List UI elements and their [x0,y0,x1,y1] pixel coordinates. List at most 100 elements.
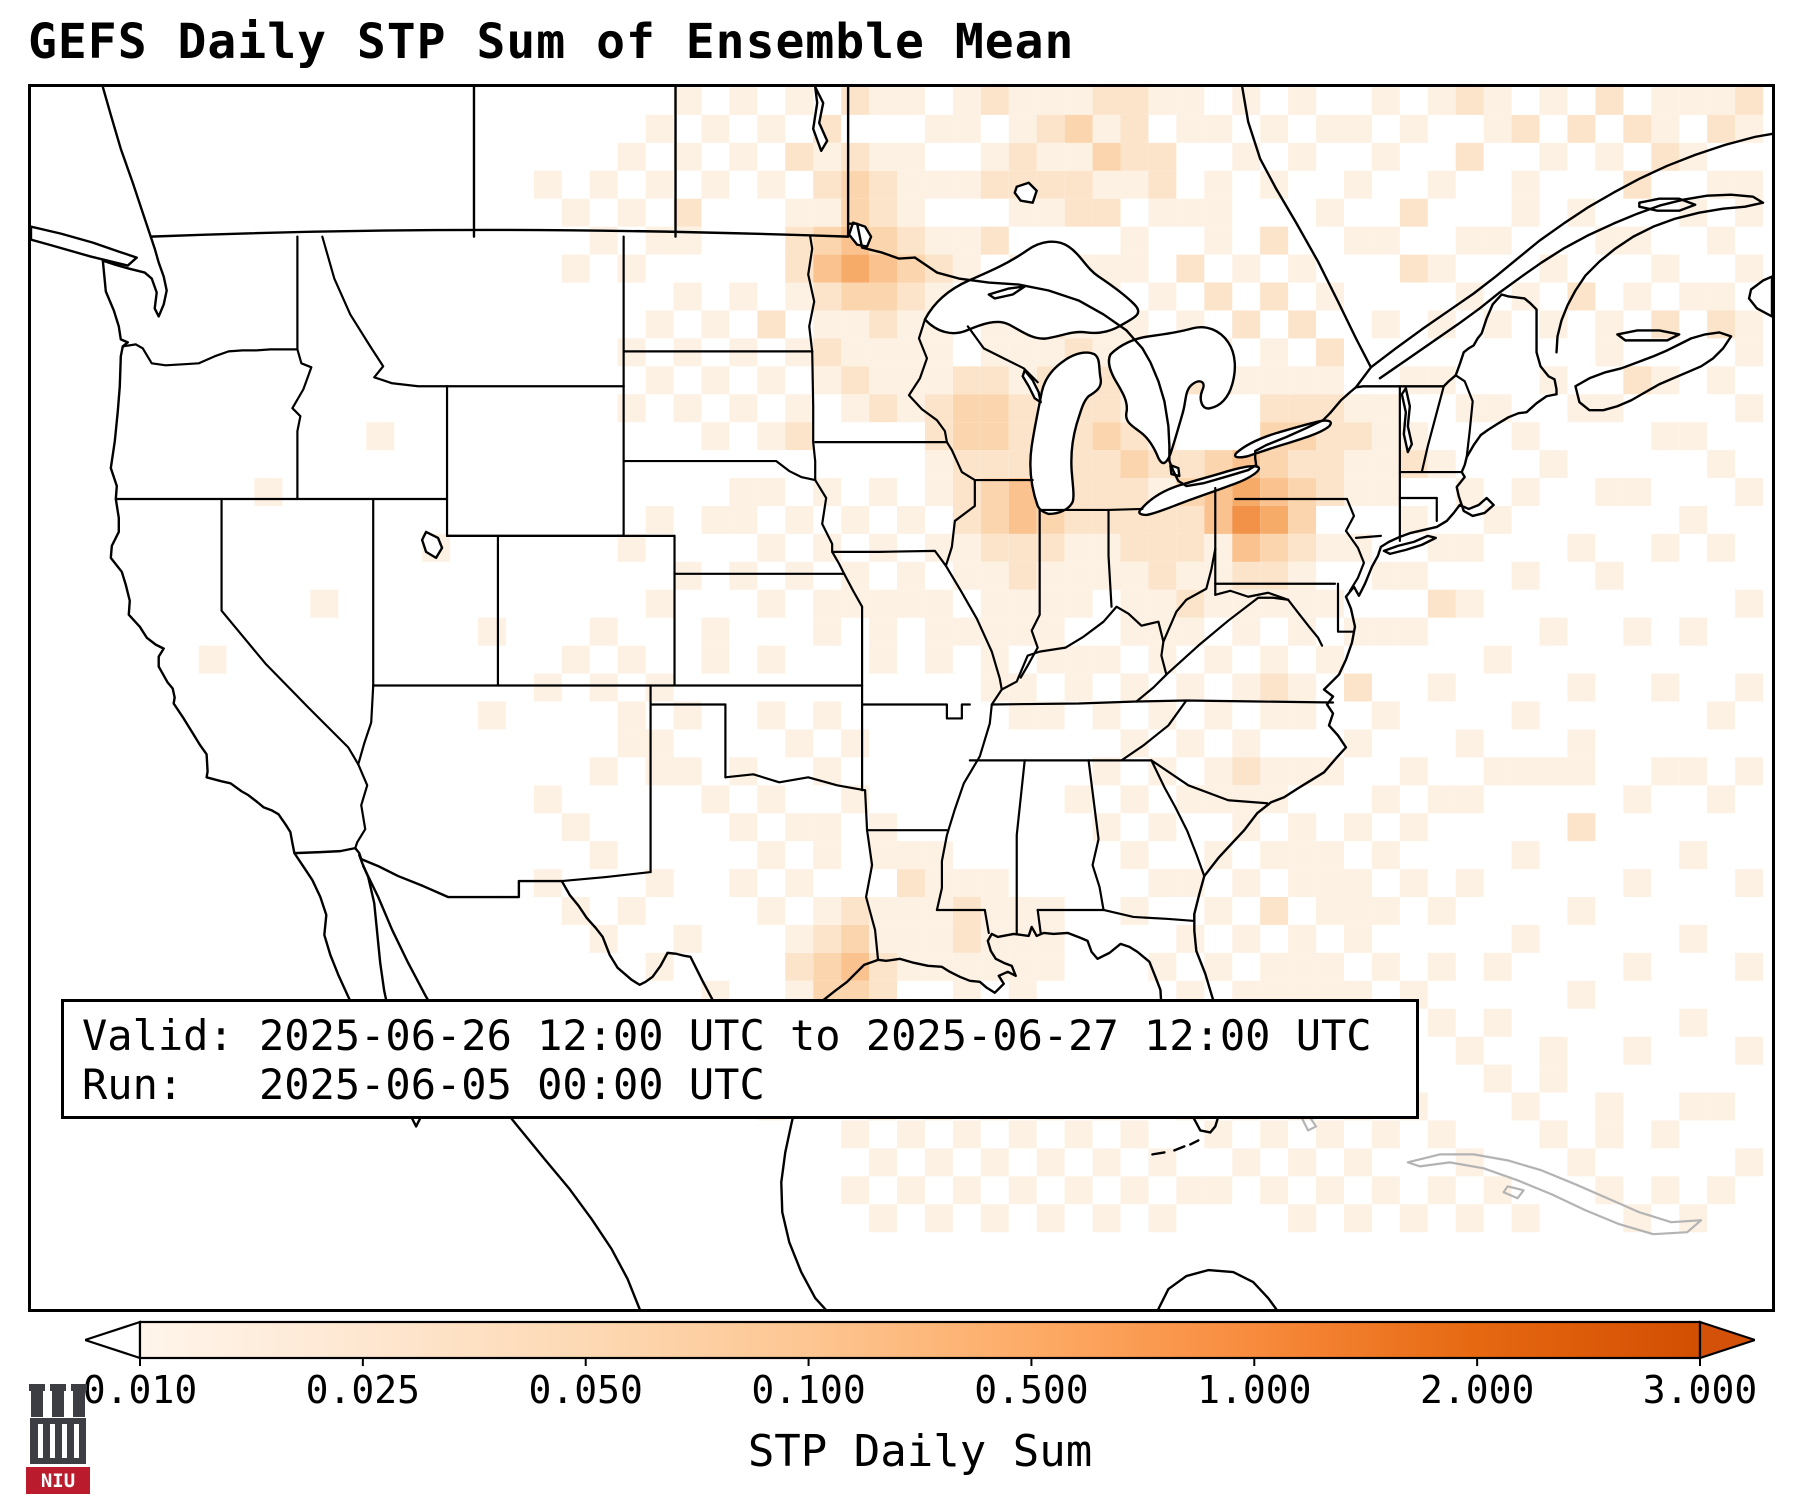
yucatan-coast [1157,1268,1278,1309]
validity-info-box: Valid: 2025-06-26 12:00 UTC to 2025-06-2… [61,999,1419,1119]
state-border-tx-ar [863,789,869,832]
state-border-va-wv [1165,596,1290,676]
colorbar-tick-label: 0.100 [751,1368,866,1412]
state-border-potomac-upper [1214,589,1290,601]
colorbar-body [138,1320,1702,1360]
lake-huron [1107,326,1237,465]
state-border-mn-nd-red-river [807,235,816,353]
state-border-ca-az-colorado-river [354,763,369,850]
niu-logo: NIU [26,1382,90,1494]
bc-coast [101,87,152,238]
valid-time-text: Valid: 2025-06-26 12:00 UTC to 2025-06-2… [82,1011,1372,1060]
isle-royale [987,285,1026,300]
state-border-md-de [1336,582,1356,633]
great-lakes [420,87,1414,560]
state-border-mo-ar-bootheel [861,703,971,720]
state-border-nh-me [1454,374,1474,459]
state-border-mn-sd [811,350,817,482]
colorbar-tick-labels: 0.010 0.025 0.050 0.100 0.500 1.000 2.000 3.000 [82,1368,1758,1416]
state-border-mo-river-nw [843,572,864,608]
state-borders [114,235,1474,961]
state-border-mi-wi [966,325,1039,384]
state-border-tx-west-32 [560,870,652,883]
colorbar-tick-label: 0.050 [528,1368,643,1412]
us-canada-border-west [149,228,850,238]
lake-champlain [1400,387,1414,454]
colorbar-label: STP Daily Sum [747,1426,1093,1477]
mexico-east-coast [780,1097,827,1309]
colorbar-tick-label: 1.000 [1197,1368,1312,1412]
state-border-ia-mo [831,549,947,567]
state-border-tn-nc [1120,699,1188,762]
state-border-pearl-river [983,908,990,935]
lake-nipigon [1013,181,1038,204]
state-border-id-mt [321,235,449,388]
isle-of-youth [1502,1185,1525,1200]
map-canvas: Valid: 2025-06-26 12:00 UTC to 2025-06-2… [28,84,1775,1312]
st-lawrence-north-shore [1369,132,1772,369]
state-border-nv-az [357,684,375,766]
colorbar-tick-label: 0.025 [305,1368,421,1412]
state-border-mississippi-river [907,318,1003,912]
state-border-ne-ia-missouri-river [814,478,846,575]
st-lawrence-south-shore-gaspe [1378,193,1765,380]
state-border-fl-ga [1102,908,1196,923]
state-border-nj-ny [1354,534,1382,539]
state-border-fl-west [1036,908,1042,935]
state-border-tx-la-sabine [864,829,880,961]
colorbar [81,1320,1759,1366]
colorbar-tickmarks [139,1358,1701,1366]
state-border-36-30-line [990,699,1335,706]
prince-edward-island [1616,329,1681,342]
state-border-ms-al [1015,759,1026,935]
colorbar-over-arrow [1698,1320,1759,1360]
state-border-vt-nh [1420,385,1445,474]
us-mexico-border-new-mexico [497,879,563,899]
run-time-text: Run: 2025-06-05 00:00 UTC [82,1059,765,1109]
cuba-coastline [1406,1153,1703,1236]
state-border-delaware-river [1344,497,1366,592]
us-mexico-border-california [293,846,363,861]
state-border-or-id [291,348,313,501]
colorbar-svg [81,1320,1759,1366]
state-border-nc-sc [1150,759,1269,805]
us-canada-border-east [913,256,1558,488]
state-border-ca-nv [220,497,360,766]
niu-banner [26,1467,90,1494]
lake-superior [923,240,1140,340]
page-title: GEFS Daily STP Sum of Ensemble Mean [28,14,1075,70]
great-salt-lake [420,530,444,560]
vancouver-island [31,225,138,267]
long-island [1382,534,1437,556]
state-border-mi-in-oh [1038,507,1144,512]
colorbar-tick-label: 0.500 [974,1368,1089,1412]
state-border-il-in [1019,508,1041,679]
florida-keys [1151,1139,1200,1156]
state-border-in-oh [1107,508,1113,608]
colorbar-under-arrow [81,1320,142,1360]
colorbar-tick-label: 2.000 [1419,1368,1535,1412]
lake-michigan [1029,351,1103,516]
green-bay [1021,369,1042,404]
colorbar-tick-label: 3.000 [1642,1368,1758,1412]
anticosti-island [1638,197,1697,212]
canada-province-border-on-qc [1241,87,1373,369]
pacific-coast [101,235,296,855]
state-border-potomac-lower [1287,598,1324,647]
state-border-wa-or [121,343,299,367]
niu-banner-text: NIU [41,1470,75,1492]
us-weather-map [31,87,1772,1309]
niu-castle-icon: NIU [26,1384,90,1494]
state-border-al-ga [1087,759,1105,912]
lake-winnipeg-tip [812,87,829,153]
state-border-ohio-river [1000,547,1217,691]
state-border-sd-ne [622,459,817,482]
nova-scotia [1574,331,1733,412]
colorbar-tick-label: 0.010 [82,1368,198,1412]
heatmap-layer [198,87,1764,1233]
us-mexico-border-arizona [360,857,501,899]
state-border-ga-sc [1150,759,1206,878]
state-border-red-river [724,773,867,792]
newfoundland-corner [1747,275,1772,318]
